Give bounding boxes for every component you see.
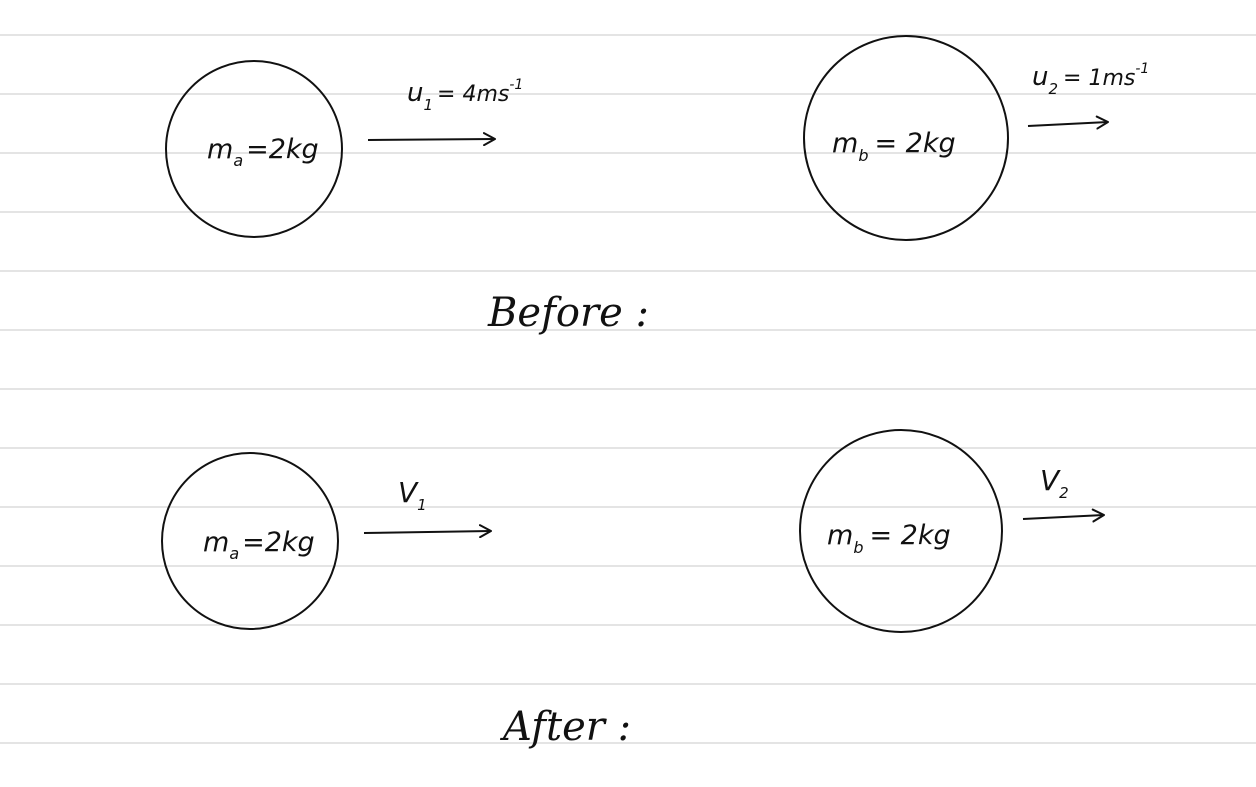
before-ball-b: mb = 2kg — [803, 35, 1009, 241]
after-velocity-a: V1 — [363, 476, 492, 539]
after-velocity-b: V2 — [1022, 464, 1105, 523]
after-ball-b: mb = 2kg — [799, 429, 1003, 633]
before-velocity-b: u2 = 1ms-1 — [1027, 61, 1149, 130]
after-ball-a: ma =2kg — [161, 452, 339, 630]
ball-b-mass-label: mb = 2kg — [832, 128, 956, 165]
ball-b-circle — [803, 35, 1009, 241]
ruled-lines — [0, 34, 1256, 744]
velocity-arrow-a-after — [363, 524, 492, 539]
velocity-b-label: u2 = 1ms-1 — [1032, 61, 1149, 98]
velocity-a-after-label: V1 — [398, 476, 427, 514]
velocity-a-label: u1 = 4ms-1 — [407, 77, 523, 114]
velocity-b-after-label: V2 — [1040, 464, 1069, 502]
ball-a-mass-label: ma =2kg — [207, 134, 319, 170]
velocity-arrow-b-after — [1022, 508, 1105, 523]
ball-b-mass-label-after: mb = 2kg — [827, 520, 951, 557]
after-heading: After : — [499, 704, 631, 750]
ball-a-circle-after — [161, 452, 339, 630]
before-heading: Before : — [487, 290, 649, 336]
ball-a-mass-label-after: ma =2kg — [203, 527, 315, 563]
ball-b-circle-after — [799, 429, 1003, 633]
ball-a-circle — [165, 60, 343, 238]
before-velocity-a: u1 = 4ms-1 — [367, 77, 523, 147]
velocity-arrow-b — [1027, 115, 1109, 130]
before-ball-a: ma =2kg — [165, 60, 343, 238]
velocity-arrow-a — [367, 132, 496, 147]
